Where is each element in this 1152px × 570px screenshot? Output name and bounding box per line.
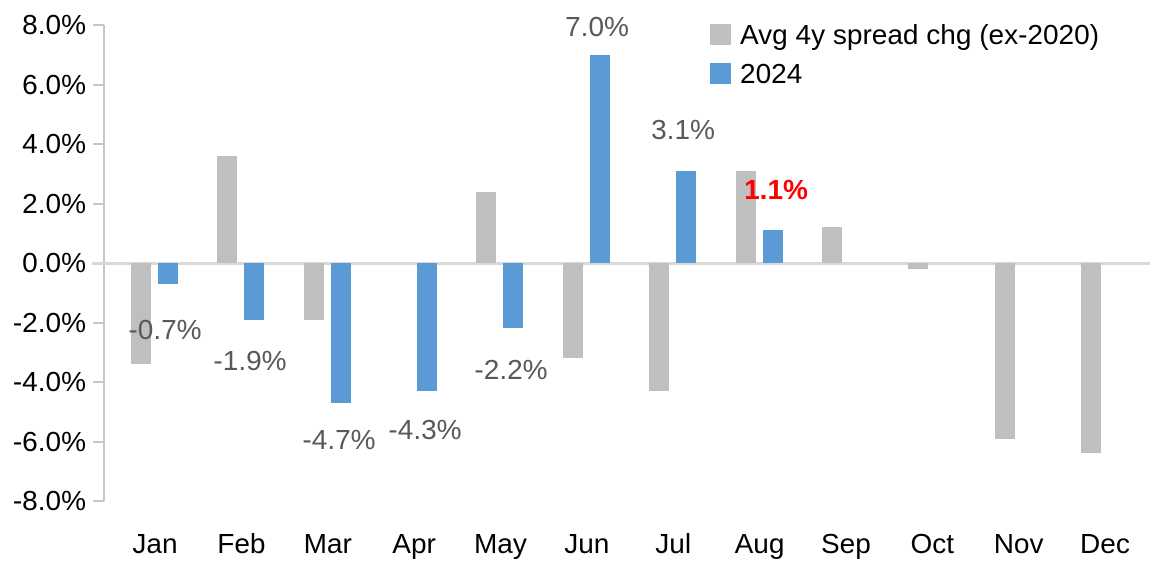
x-tick-label-mar: Mar — [303, 528, 352, 559]
legend-swatch-gray — [710, 24, 731, 45]
bar-2024-jul — [676, 170, 697, 263]
bar-2024-feb — [244, 263, 265, 320]
bar-avg-may — [476, 191, 497, 263]
y-tick-mark — [93, 500, 104, 502]
bar-2024-jun — [589, 54, 610, 263]
bar-avg-sep — [821, 227, 842, 263]
bar-avg-jun — [562, 263, 583, 359]
data-label: -2.2% — [474, 354, 548, 385]
y-tick-mark — [93, 83, 104, 86]
x-tick-label-dec: Dec — [1080, 528, 1130, 559]
data-label: 3.1% — [651, 114, 715, 145]
y-tick-mark — [93, 440, 104, 443]
bar-2024-mar — [330, 263, 351, 403]
x-tick-label-jun: Jun — [564, 528, 610, 559]
y-tick-label: -4.0% — [12, 366, 86, 397]
y-tick-mark — [93, 24, 104, 26]
y-tick-mark — [93, 202, 104, 205]
x-tick-label-jan: Jan — [132, 528, 178, 559]
bar-avg-aug — [735, 170, 756, 263]
y-tick-label: 2.0% — [22, 187, 86, 219]
legend: Avg 4y spread chg (ex-2020) 2024 — [710, 15, 1099, 93]
data-label: 1.1% — [744, 174, 808, 205]
x-tick-label-jul: Jul — [655, 528, 692, 559]
legend-label-2024: 2024 — [740, 57, 803, 89]
bar-avg-feb — [217, 155, 238, 263]
legend-swatch-blue — [710, 63, 731, 84]
legend-item-2024: 2024 — [710, 54, 1099, 93]
x-tick-label-sep: Sep — [820, 528, 871, 559]
legend-item-avg: Avg 4y spread chg (ex-2020) — [710, 15, 1099, 54]
data-label: -1.9% — [213, 345, 287, 376]
bar-avg-dec — [1080, 263, 1101, 454]
data-label: -4.3% — [388, 414, 462, 445]
bar-avg-oct — [908, 263, 929, 269]
data-label: -4.7% — [302, 424, 376, 455]
bar-avg-mar — [303, 263, 324, 320]
legend-label-avg: Avg 4y spread chg (ex-2020) — [740, 18, 1100, 50]
bar-2024-apr — [417, 263, 438, 391]
bar-2024-jan — [158, 263, 178, 284]
y-tick-label: -2.0% — [12, 306, 86, 338]
y-tick-label: 6.0% — [22, 68, 86, 100]
y-tick-label: -6.0% — [12, 425, 86, 457]
x-tick-label-feb: Feb — [217, 528, 266, 559]
bar-2024-may — [503, 263, 524, 329]
bar-2024-aug — [762, 230, 783, 263]
y-tick-label: -8.0% — [12, 485, 86, 516]
x-tick-label-nov: Nov — [993, 528, 1044, 559]
bar-avg-jul — [649, 263, 670, 391]
y-tick-label: 0.0% — [22, 247, 86, 278]
x-tick-label-may: May — [473, 528, 527, 559]
bar-avg-nov — [994, 263, 1015, 439]
y-tick-mark — [93, 381, 104, 383]
x-tick-label-apr: Apr — [392, 528, 436, 559]
zero-gridline — [92, 262, 1150, 265]
bar-avg-jan — [131, 263, 151, 365]
y-tick-label: 4.0% — [22, 128, 86, 159]
y-tick-mark — [93, 143, 104, 145]
data-label: 7.0% — [565, 11, 629, 42]
data-label: -0.7% — [128, 314, 202, 345]
y-tick-label: 8.0% — [22, 9, 86, 40]
y-tick-mark — [93, 321, 104, 324]
x-tick-label-oct: Oct — [910, 528, 955, 559]
x-tick-label-aug: Aug — [734, 528, 785, 559]
